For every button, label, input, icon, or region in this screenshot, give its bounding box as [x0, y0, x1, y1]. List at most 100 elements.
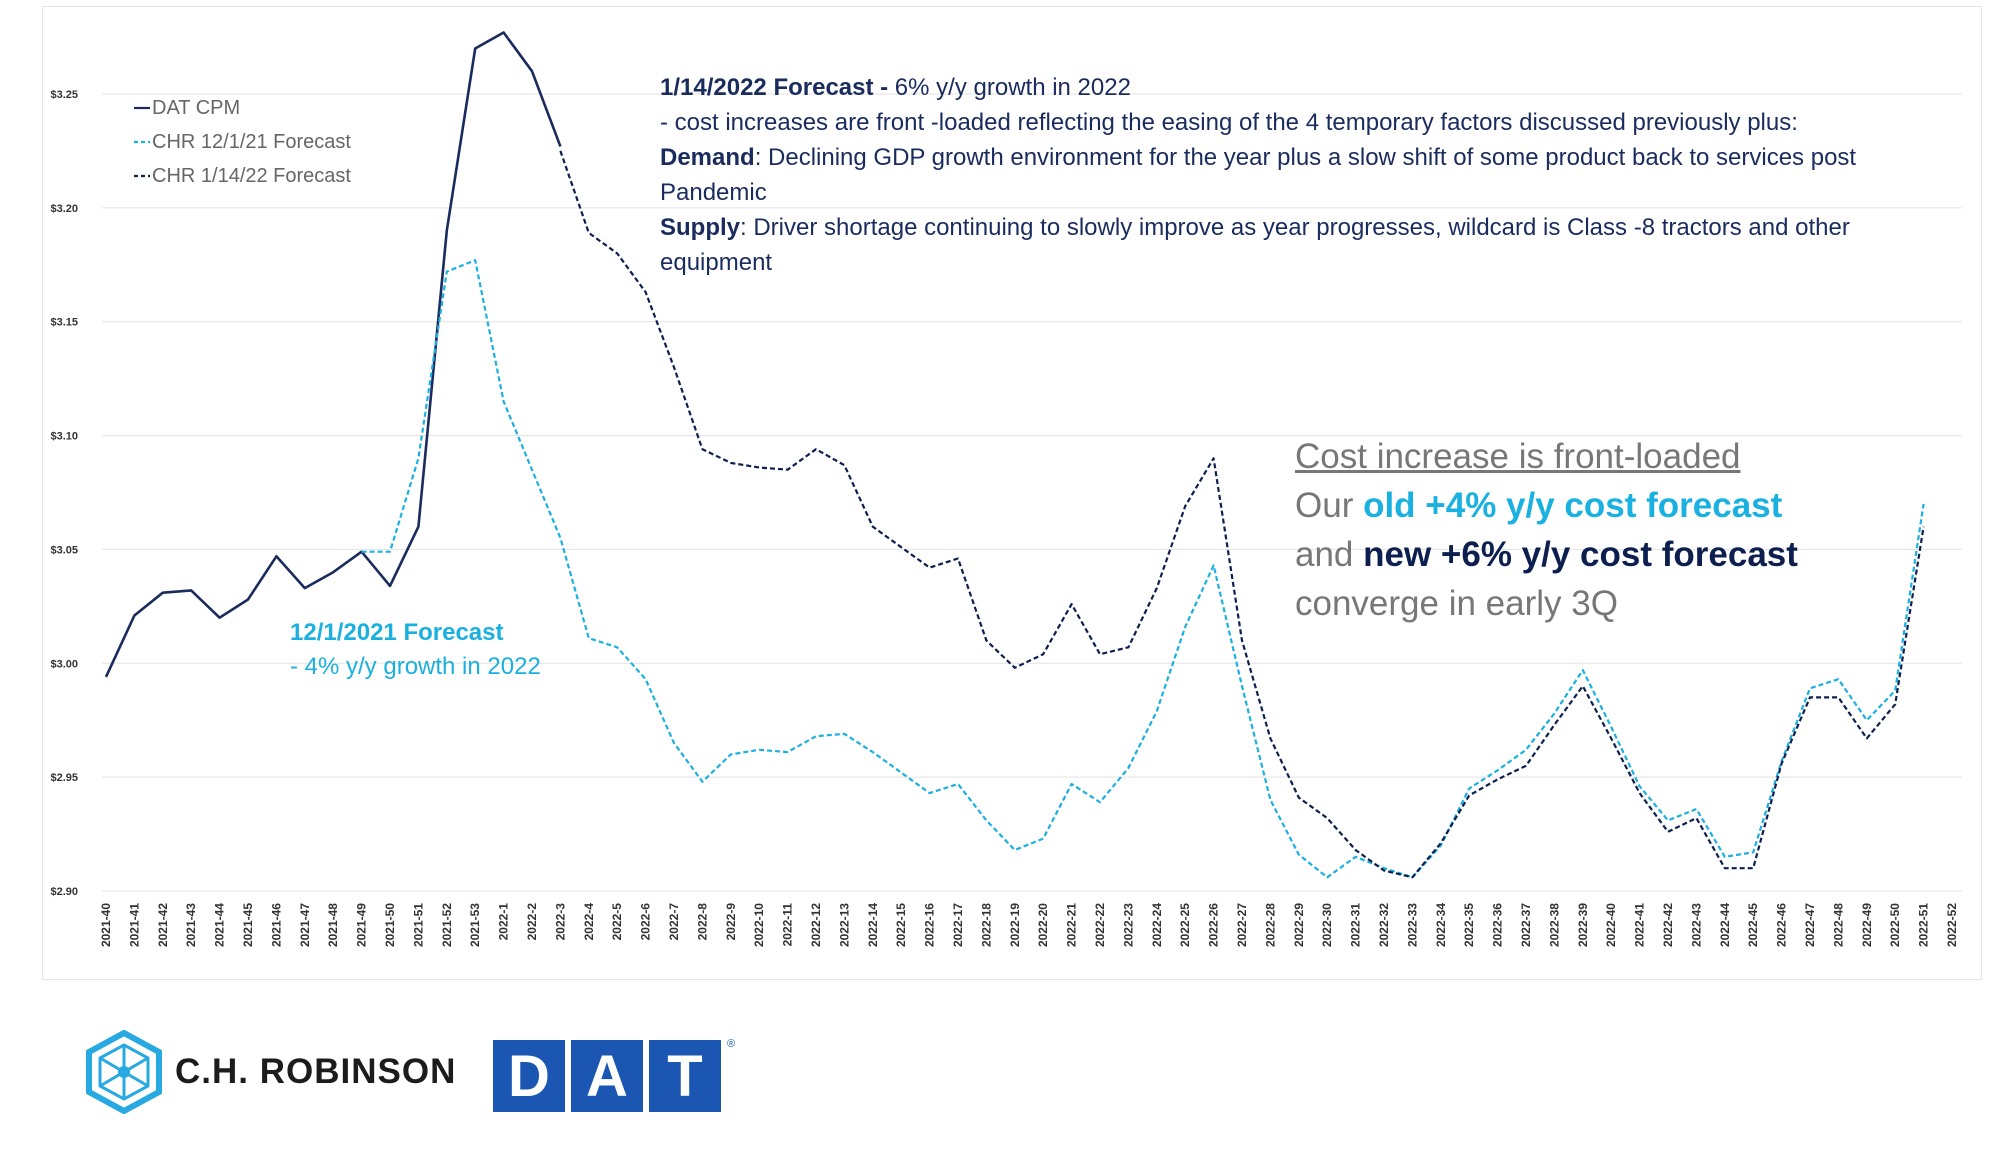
x-tick-label: 2022-8: [695, 903, 709, 941]
legend-label-2: CHR 12/1/21 Forecast: [152, 131, 351, 153]
line-chart: $2.90 $2.95 $3.00 $3.05 $3.10 $3.15 $3.20 $3.25…: [50, 31, 1962, 947]
x-tick-label: 2022-35: [1462, 903, 1476, 947]
supply-label: Supply: [660, 214, 741, 241]
x-tick-label: 2022-6: [639, 903, 653, 941]
x-tick-label: 2022-4: [582, 903, 596, 941]
callout-old-forecast: old +4% y/y cost forecast: [1363, 486, 1783, 525]
x-tick-label: 2022-1: [497, 903, 511, 941]
dat-letter-a: A: [571, 1040, 643, 1112]
main-annotation-title-line: 1/14/2022 Forecast - 6% y/y growth in 20…: [660, 70, 1960, 105]
x-tick-label: 2021-45: [241, 903, 255, 947]
y-tick-label: $3.05: [50, 544, 78, 556]
x-tick-label: 2022-30: [1320, 903, 1334, 947]
y-axis-ticks: $2.90 $2.95 $3.00 $3.05 $3.10 $3.15 $3.20 $3.25: [50, 89, 78, 898]
x-tick-label: 2022-41: [1633, 903, 1647, 947]
legend-label-3: CHR 1/14/22 Forecast: [152, 165, 351, 187]
callout-heading: Cost increase is front-loaded: [1295, 437, 1741, 476]
callout-new-forecast: new +6% y/y cost forecast: [1363, 535, 1798, 574]
x-tick-label: 2021-41: [127, 903, 141, 947]
x-tick-label: 2021-48: [326, 903, 340, 947]
x-tick-label: 2022-15: [894, 903, 908, 947]
x-tick-label: 2022-39: [1576, 903, 1590, 947]
main-annotation-title: 1/14/2022 Forecast -: [660, 74, 889, 101]
x-tick-label: 2022-25: [1178, 903, 1192, 947]
main-annotation-demand: Demand: Declining GDP growth environment…: [660, 140, 1960, 210]
x-tick-label: 2022-11: [781, 903, 795, 947]
x-tick-label: 2022-36: [1491, 903, 1505, 947]
x-tick-label: 2022-50: [1888, 903, 1902, 947]
x-tick-label: 2022-40: [1604, 903, 1618, 947]
x-tick-label: 2022-18: [979, 903, 993, 947]
y-tick-label: $3.10: [50, 431, 78, 443]
x-tick-label: 2022-14: [866, 903, 880, 947]
x-tick-label: 2022-7: [667, 903, 681, 941]
callout-l2-pre: Our: [1295, 486, 1364, 525]
x-tick-label: 2022-45: [1746, 903, 1760, 947]
x-tick-label: 2022-28: [1263, 903, 1277, 947]
x-tick-label: 2021-51: [411, 903, 425, 947]
chr-cube-icon: [86, 1030, 162, 1114]
x-tick-label: 2021-46: [269, 903, 283, 947]
x-tick-label: 2022-42: [1661, 903, 1675, 947]
demand-text: : Declining GDP growth environment for t…: [660, 144, 1857, 206]
dat-logo: D A T ®: [493, 1038, 736, 1112]
x-tick-label: 2021-43: [184, 903, 198, 947]
main-annotation-supply: Supply: Driver shortage continuing to sl…: [660, 210, 1960, 280]
series-lines: [104, 31, 1925, 879]
x-tick-label: 2022-31: [1349, 903, 1363, 947]
gridlines: [102, 93, 1962, 892]
x-tick-label: 2021-47: [298, 903, 312, 947]
y-tick-label: $2.90: [50, 886, 78, 898]
forecast-annotation-main: 1/14/2022 Forecast - 6% y/y growth in 20…: [660, 70, 1960, 280]
x-tick-label: 2022-34: [1434, 903, 1448, 947]
x-tick-label: 2021-52: [440, 903, 454, 947]
x-tick-label: 2022-27: [1235, 903, 1249, 947]
x-tick-label: 2022-9: [724, 903, 738, 941]
y-tick-label: $3.15: [50, 317, 78, 329]
x-tick-label: 2022-52: [1945, 903, 1959, 947]
x-tick-label: 2022-2: [525, 903, 539, 941]
callout-l3-pre: and: [1295, 535, 1364, 574]
dat-letter-t: T: [649, 1040, 721, 1112]
series-line-2: [361, 259, 1925, 879]
x-tick-label: 2022-47: [1803, 903, 1817, 947]
callout-converge: converge in early 3Q: [1295, 584, 1618, 623]
x-tick-label: 2022-46: [1775, 903, 1789, 947]
y-tick-label: $2.95: [50, 772, 78, 784]
x-tick-label: 2022-37: [1519, 903, 1533, 947]
y-tick-label: $3.20: [50, 203, 78, 215]
legend: DAT CPM CHR 12/1/21 Forecast CHR 1/14/22 F…: [134, 97, 351, 187]
series-line-1: [104, 31, 562, 678]
legend-label-1: DAT CPM: [152, 97, 240, 119]
dat-letter-d: D: [493, 1040, 565, 1112]
x-tick-label: 2022-23: [1121, 903, 1135, 947]
y-tick-label: $3.25: [50, 89, 78, 101]
x-tick-label: 2022-48: [1831, 903, 1845, 947]
chart-frame: [42, 6, 1982, 980]
chr-logo-text: C.H. ROBINSON: [175, 1052, 457, 1091]
x-tick-label: 2022-19: [1008, 903, 1022, 947]
x-tick-label: 2022-10: [752, 903, 766, 947]
old-annotation-title: 12/1/2021 Forecast: [290, 619, 504, 646]
x-tick-label: 2022-20: [1036, 903, 1050, 947]
x-tick-label: 2022-33: [1405, 903, 1419, 947]
x-tick-label: 2022-3: [553, 903, 567, 941]
main-annotation-title-tail: 6% y/y growth in 2022: [888, 74, 1131, 101]
x-tick-label: 2022-17: [951, 903, 965, 947]
callout-annotation: Cost increase is front-loaded Our old +4…: [1295, 432, 1798, 628]
chr-logo: C.H. ROBINSON: [85, 1030, 456, 1114]
x-tick-label: 2022-26: [1207, 903, 1221, 947]
dat-registered-mark: ®: [727, 1038, 736, 1050]
x-tick-label: 2022-49: [1860, 903, 1874, 947]
x-tick-label: 2021-49: [355, 903, 369, 947]
x-tick-label: 2022-43: [1689, 903, 1703, 947]
x-tick-label: 2022-29: [1292, 903, 1306, 947]
main-annotation-line2: - cost increases are front -loaded refle…: [660, 109, 1798, 136]
x-tick-label: 2022-21: [1065, 903, 1079, 947]
x-tick-label: 2021-53: [468, 903, 482, 947]
y-tick-label: $3.00: [50, 658, 78, 670]
x-tick-label: 2021-44: [213, 903, 227, 947]
x-tick-label: 2022-32: [1377, 903, 1391, 947]
x-tick-label: 2022-38: [1547, 903, 1561, 947]
x-tick-label: 2022-22: [1093, 903, 1107, 947]
